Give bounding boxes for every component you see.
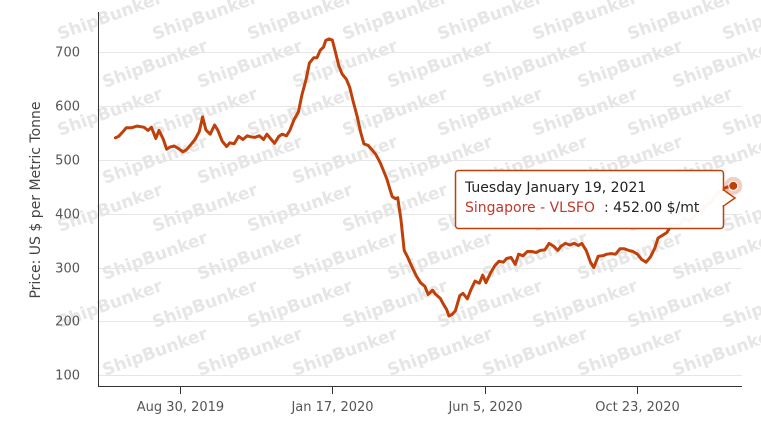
watermark-text: ShipBunker bbox=[290, 36, 401, 93]
watermark-text: ShipBunker bbox=[195, 228, 306, 285]
y-tick-label: 400 bbox=[55, 208, 80, 223]
watermark-text: ShipBunker bbox=[245, 84, 356, 141]
watermark-text: ShipBunker bbox=[575, 228, 686, 285]
watermark-text: ShipBunker bbox=[55, 0, 166, 45]
tooltip-date: Tuesday January 19, 2021 bbox=[464, 180, 646, 196]
watermark-text: ShipBunker bbox=[480, 36, 591, 93]
watermark-text: ShipBunker bbox=[625, 84, 736, 141]
x-tick-label: Jun 5, 2020 bbox=[447, 400, 522, 415]
watermark-text: ShipBunker bbox=[530, 84, 641, 141]
watermark-text: ShipBunker bbox=[435, 84, 546, 141]
series-line bbox=[113, 37, 735, 318]
series-layer bbox=[113, 37, 735, 318]
y-axis-ticks: 100 200 300 400 500 600 700 bbox=[55, 46, 80, 384]
watermark-text: ShipBunker bbox=[340, 276, 451, 333]
watermark-text: ShipBunker bbox=[100, 324, 211, 381]
gridlines bbox=[98, 52, 742, 376]
y-tick-label: 500 bbox=[55, 154, 80, 169]
tooltip: Tuesday January 19, 2021 Singapore - VLS… bbox=[454, 169, 737, 230]
watermark-text: ShipBunker bbox=[100, 36, 211, 93]
watermark-text: ShipBunker bbox=[435, 0, 546, 45]
watermark-text: ShipBunker bbox=[290, 228, 401, 285]
watermark-text: ShipBunker bbox=[195, 324, 306, 381]
watermark-text: ShipBunker bbox=[150, 180, 261, 237]
watermark-text: ShipBunker bbox=[290, 324, 401, 381]
tooltip-series-name: Singapore - VLSFO bbox=[465, 200, 595, 216]
watermark-text: ShipBunker bbox=[385, 324, 496, 381]
watermark-text: ShipBunker bbox=[670, 324, 761, 381]
watermark-text: ShipBunker bbox=[575, 36, 686, 93]
y-tick-label: 700 bbox=[55, 46, 80, 61]
x-tick-label: Oct 23, 2020 bbox=[595, 400, 680, 415]
watermark-text: ShipBunker bbox=[195, 36, 306, 93]
watermark-text: ShipBunker bbox=[530, 276, 641, 333]
y-tick-label: 100 bbox=[55, 369, 80, 384]
watermark-text: ShipBunker bbox=[435, 276, 546, 333]
x-tick-label: Aug 30, 2019 bbox=[137, 400, 224, 415]
y-axis-label: Price: US $ per Metric Tonne bbox=[28, 101, 44, 298]
watermark-text: ShipBunker bbox=[480, 228, 591, 285]
watermark-text: ShipBunker bbox=[625, 276, 736, 333]
x-tick-label: Jan 17, 2020 bbox=[290, 400, 373, 415]
watermark-text: ShipBunker bbox=[530, 0, 641, 45]
watermark-text: ShipBunker bbox=[150, 84, 261, 141]
y-tick-label: 300 bbox=[55, 262, 80, 277]
hover-marker bbox=[728, 180, 739, 191]
watermark-text: ShipBunker bbox=[670, 36, 761, 93]
tooltip-series-line: Singapore - VLSFO : 452.00 $/mt bbox=[465, 197, 700, 216]
watermark-text: ShipBunker bbox=[150, 276, 261, 333]
watermark-text: ShipBunker bbox=[100, 228, 211, 285]
watermark-text: ShipBunker bbox=[480, 324, 591, 381]
marker-layer bbox=[724, 176, 743, 195]
watermark-text: ShipBunker bbox=[245, 180, 356, 237]
y-tick-label: 200 bbox=[55, 315, 80, 330]
watermark-text: ShipBunker bbox=[245, 276, 356, 333]
watermark-text: ShipBunker bbox=[340, 0, 451, 45]
watermark-text: ShipBunker bbox=[150, 0, 261, 45]
tooltip-value: : 452.00 $/mt bbox=[604, 200, 700, 216]
y-tick-label: 600 bbox=[55, 100, 80, 115]
watermark-text: ShipBunker bbox=[245, 0, 356, 45]
watermark-text: ShipBunker bbox=[670, 228, 761, 285]
watermark-text: ShipBunker bbox=[575, 324, 686, 381]
x-axis-ticks: Aug 30, 2019 Jan 17, 2020 Jun 5, 2020 Oct 2… bbox=[137, 386, 680, 415]
watermark-text: ShipBunker bbox=[340, 180, 451, 237]
watermark-text: ShipBunker bbox=[625, 0, 736, 45]
watermark-text: ShipBunker bbox=[385, 36, 496, 93]
